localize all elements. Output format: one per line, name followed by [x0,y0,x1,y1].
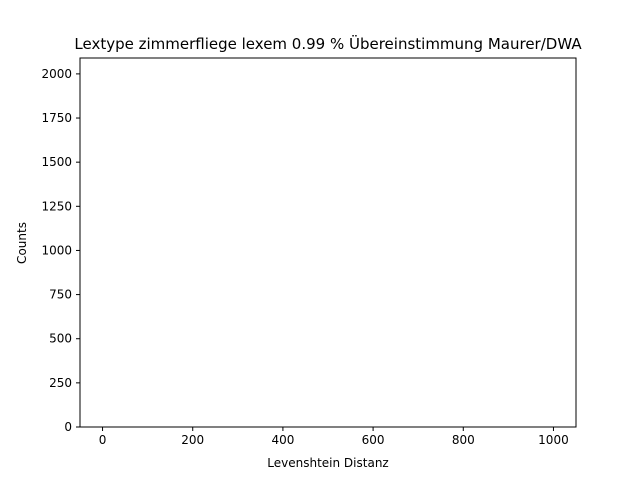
x-tick-label: 200 [181,433,204,447]
y-tick-label: 500 [49,332,72,346]
x-tick-label: 1000 [538,433,569,447]
y-tick-label: 750 [49,288,72,302]
y-tick-label: 250 [49,376,72,390]
y-axis-label: Counts [15,222,29,264]
x-tick-label: 400 [271,433,294,447]
y-tick-label: 0 [64,420,72,434]
x-tick-label: 800 [452,433,475,447]
y-axis: 0 250 500 750 1000 1250 1500 1750 2000 [41,67,80,434]
y-tick-label: 1000 [41,243,72,257]
x-tick-label: 0 [99,433,107,447]
y-tick-label: 2000 [41,67,72,81]
y-tick-label: 1250 [41,199,72,213]
x-axis-label: Levenshtein Distanz [267,456,388,470]
chart-title: Lextype zimmerfliege lexem 0.99 % Überei… [74,34,582,53]
x-axis: 0 200 400 600 800 1000 [99,427,569,447]
y-tick-label: 1750 [41,111,72,125]
plot-frame [79,57,577,428]
x-tick-label: 600 [362,433,385,447]
y-tick-label: 1500 [41,155,72,169]
